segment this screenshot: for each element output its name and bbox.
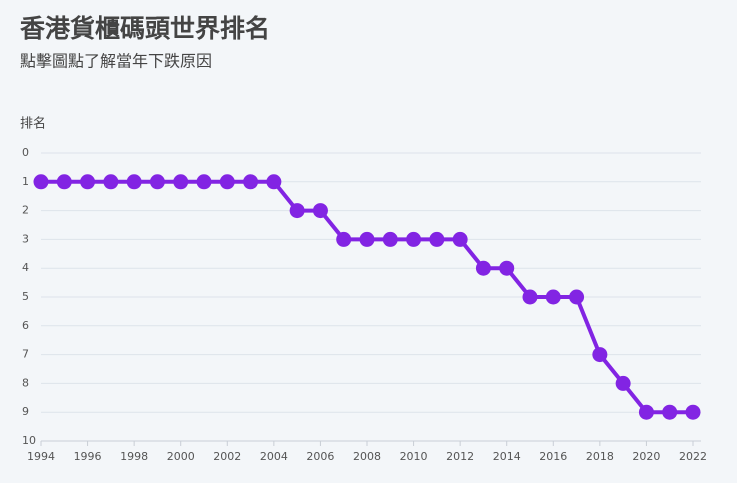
data-point[interactable] — [289, 203, 305, 219]
x-tick-label: 2002 — [213, 450, 241, 463]
y-tick-label: 9 — [22, 405, 29, 418]
data-point[interactable] — [685, 404, 701, 420]
data-point[interactable] — [545, 289, 561, 305]
y-axis-label: 排名 — [20, 116, 46, 132]
x-tick-label: 2014 — [493, 450, 521, 463]
x-tick-label: 2022 — [679, 450, 707, 463]
x-tick-label: 1998 — [120, 450, 148, 463]
x-tick-label: 2016 — [539, 450, 567, 463]
x-tick-label: 2004 — [260, 450, 288, 463]
x-tick-label: 2006 — [306, 450, 334, 463]
data-point[interactable] — [452, 231, 468, 247]
chart-title: 香港貨櫃碼頭世界排名 — [20, 14, 270, 43]
x-tick-label: 2008 — [353, 450, 381, 463]
y-tick-label: 8 — [22, 376, 29, 389]
x-tick-label: 2020 — [632, 450, 660, 463]
data-point[interactable] — [429, 231, 445, 247]
data-point[interactable] — [80, 174, 96, 190]
data-point[interactable] — [522, 289, 538, 305]
chart-subtitle: 點擊圖點了解當年下跌原因 — [20, 52, 212, 71]
data-point[interactable] — [33, 174, 49, 190]
data-point[interactable] — [662, 404, 678, 420]
data-point[interactable] — [126, 174, 142, 190]
y-tick-label: 3 — [22, 232, 29, 245]
data-point[interactable] — [336, 231, 352, 247]
data-point[interactable] — [475, 260, 491, 276]
y-tick-label: 4 — [22, 261, 29, 274]
data-point[interactable] — [149, 174, 165, 190]
data-point[interactable] — [406, 231, 422, 247]
x-tick-label: 1994 — [27, 450, 55, 463]
data-point[interactable] — [569, 289, 585, 305]
x-tick-label: 1996 — [74, 450, 102, 463]
data-point[interactable] — [196, 174, 212, 190]
data-point[interactable] — [592, 347, 608, 363]
x-tick-label: 2018 — [586, 450, 614, 463]
y-tick-label: 5 — [22, 290, 29, 303]
data-point[interactable] — [615, 375, 631, 391]
y-tick-label: 6 — [22, 319, 29, 332]
y-tick-label: 10 — [22, 434, 36, 447]
y-tick-label: 7 — [22, 348, 29, 361]
x-tick-label: 2000 — [167, 450, 195, 463]
data-point[interactable] — [382, 231, 398, 247]
data-point[interactable] — [312, 203, 328, 219]
data-point[interactable] — [219, 174, 235, 190]
data-point[interactable] — [499, 260, 515, 276]
x-tick-label: 2012 — [446, 450, 474, 463]
x-tick-label: 2010 — [400, 450, 428, 463]
y-tick-label: 2 — [22, 204, 29, 217]
data-point[interactable] — [266, 174, 282, 190]
data-point[interactable] — [103, 174, 119, 190]
y-tick-label: 0 — [22, 146, 29, 159]
data-point[interactable] — [359, 231, 375, 247]
data-point[interactable] — [56, 174, 72, 190]
y-tick-label: 1 — [22, 175, 29, 188]
data-point[interactable] — [173, 174, 189, 190]
data-point[interactable] — [638, 404, 654, 420]
data-point[interactable] — [243, 174, 259, 190]
